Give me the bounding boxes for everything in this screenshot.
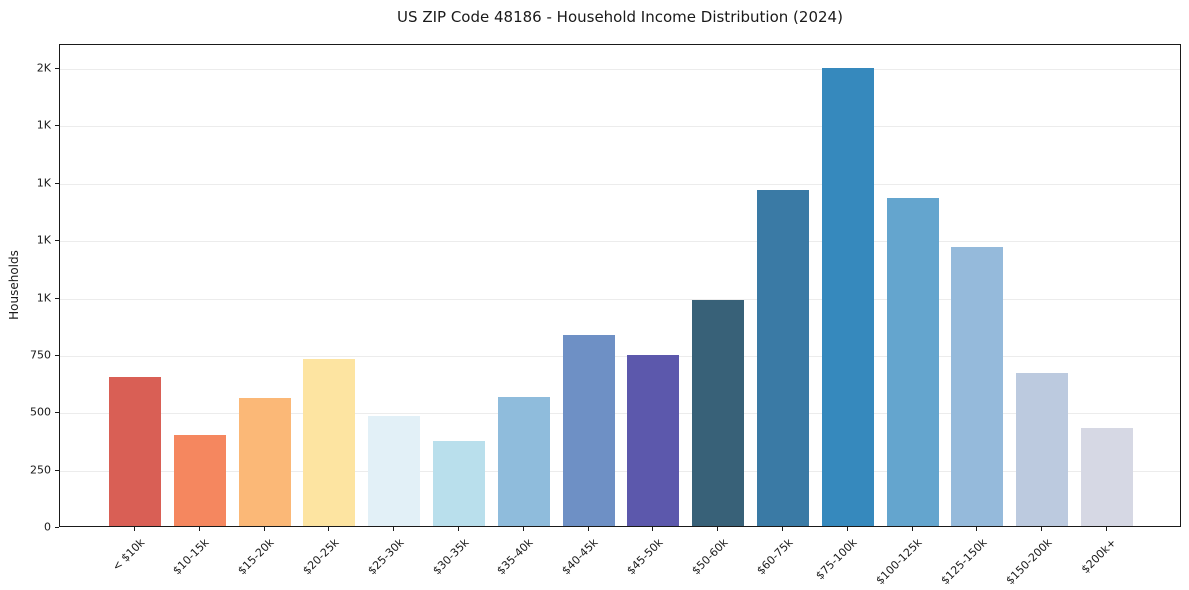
x-tick-label: $150-200k: [1003, 536, 1055, 588]
x-tick-mark: [911, 527, 913, 531]
bar-25-30k: [368, 415, 421, 526]
x-tick-label: $25-30k: [365, 536, 407, 578]
x-tick-label: < $10k: [109, 536, 148, 574]
x-tick-mark: [976, 527, 978, 531]
x-tick-mark: [328, 527, 330, 531]
x-tick-label: $200k+: [1079, 536, 1120, 577]
chart-title: US ZIP Code 48186 - Household Income Dis…: [397, 8, 843, 26]
x-tick-mark: [198, 527, 200, 531]
plot-area: [59, 44, 1181, 527]
gridline: [60, 470, 1180, 472]
x-tick-label: $75-100k: [813, 536, 861, 583]
x-tick-mark: [522, 527, 524, 531]
gridline: [60, 69, 1180, 71]
y-tick-mark: [55, 297, 59, 299]
gridline: [60, 183, 1180, 185]
x-tick-label: $30-35k: [429, 536, 472, 578]
bar-100-125k: [886, 197, 939, 526]
y-tick-mark: [55, 182, 59, 184]
x-tick-mark: [393, 527, 395, 531]
x-tick-mark: [134, 527, 135, 531]
bar-10k: [109, 376, 161, 526]
bar-200k: [1081, 427, 1133, 526]
x-tick-mark: [717, 527, 719, 531]
x-tick-label: $50-60k: [689, 536, 731, 578]
gridline: [60, 126, 1180, 128]
x-tick-label: $40-45k: [559, 536, 601, 578]
y-tick-label: 1K: [36, 176, 51, 190]
x-tick-label: $125-150k: [938, 536, 990, 588]
y-tick-mark: [55, 125, 59, 127]
x-tick-mark: [458, 527, 459, 531]
x-tick-label: $20-25k: [300, 536, 342, 578]
bar-60-75k: [757, 190, 809, 526]
gridline: [60, 241, 1180, 243]
x-tick-mark: [1041, 527, 1043, 531]
y-tick-mark: [55, 469, 59, 471]
y-tick-label: 1K: [36, 291, 51, 305]
gridline: [60, 355, 1180, 357]
x-tick-label: $45-50k: [624, 536, 666, 578]
y-tick-label: 250: [30, 463, 51, 477]
y-tick-mark: [55, 354, 59, 356]
bar-10-15k: [173, 434, 226, 526]
y-tick-label: 0: [44, 520, 51, 534]
bar-20-25k: [303, 358, 356, 526]
x-tick-mark: [652, 527, 654, 531]
bar-15-20k: [238, 397, 291, 526]
bar-50-60k: [692, 300, 745, 526]
bar-30-35k: [433, 441, 485, 526]
x-tick-label: $100-125k: [873, 536, 925, 588]
x-tick-label: $10-15k: [170, 536, 213, 578]
bar-35-40k: [497, 396, 550, 526]
x-tick-mark: [1106, 527, 1107, 531]
bar-150-200k: [1016, 373, 1069, 526]
y-tick-label: 1K: [36, 233, 51, 247]
x-tick-label: $60-75k: [753, 536, 796, 578]
bar-45-50k: [627, 355, 680, 526]
y-tick-label: 1K: [36, 118, 51, 132]
y-tick-label: 2K: [36, 61, 51, 75]
y-tick-mark: [55, 527, 59, 528]
y-tick-label: 750: [30, 348, 51, 362]
gridline: [60, 298, 1180, 300]
x-tick-mark: [782, 527, 783, 531]
x-tick-label: $35-40k: [494, 536, 537, 578]
x-tick-label: $15-20k: [235, 536, 277, 578]
bar-75-100k: [821, 68, 874, 526]
x-tick-mark: [846, 527, 848, 531]
y-axis-label: Households: [7, 250, 21, 320]
x-tick-mark: [263, 527, 265, 531]
x-tick-mark: [587, 527, 589, 531]
y-tick-mark: [55, 240, 59, 242]
bar-40-45k: [562, 335, 615, 526]
y-tick-label: 500: [30, 405, 51, 419]
bar-125-150k: [951, 246, 1004, 526]
gridline: [60, 413, 1180, 415]
y-tick-mark: [55, 68, 59, 70]
y-tick-mark: [55, 412, 59, 414]
